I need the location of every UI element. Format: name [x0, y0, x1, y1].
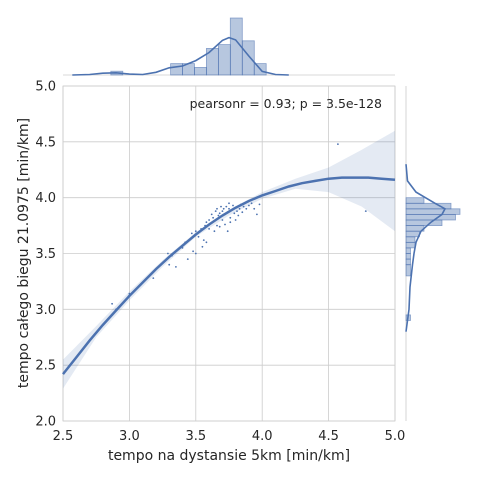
marginal-y-bar-9	[405, 230, 420, 238]
scatter-point-43	[236, 210, 238, 213]
scatter-point-48	[242, 205, 245, 208]
scatter-point-51	[248, 204, 250, 207]
marginal-x-bar-11	[194, 67, 207, 76]
scatter-point-30	[221, 219, 224, 221]
marginal-x-histogram	[110, 17, 267, 76]
marginal-y-bar-8	[405, 236, 416, 243]
marginal-y-bar-3	[405, 264, 411, 277]
scatter-point-45	[238, 207, 241, 210]
marginal-y-bar-4	[405, 258, 411, 266]
marginal-y-bar-7	[405, 241, 416, 249]
scatter-point-44	[237, 214, 240, 217]
scatter-panel: pearsonr = 0.93; p = 3.5e-128	[62, 85, 396, 422]
y-tick-labels: 2.0 2.5 3.0 3.5 4.0 4.5 5.0	[35, 80, 56, 430]
x-axis-label: tempo na dystansie 5km [min/km]	[108, 448, 350, 464]
scatter-point-6	[168, 263, 171, 266]
scatter-point-40	[232, 204, 234, 207]
x-tick-label-3: 4.0	[252, 429, 273, 444]
marginal-x-panel	[63, 17, 395, 76]
y-tick-label-3: 3.5	[35, 247, 56, 262]
scatter-point-15	[197, 235, 200, 238]
scatter-point-17	[201, 245, 204, 248]
scatter-point-27	[217, 214, 220, 217]
scatter-point-67	[364, 210, 367, 213]
scatter-point-14	[194, 230, 197, 233]
scatter-point-23	[212, 216, 215, 219]
scatter-point-65	[226, 230, 229, 233]
scatter-point-54	[256, 213, 258, 216]
scatter-point-66	[337, 143, 339, 146]
confidence-band	[63, 130, 395, 389]
scatter-point-56	[216, 224, 218, 227]
scatter-point-57	[218, 225, 221, 228]
scatter-point-50	[245, 207, 248, 210]
y-tick-label-1: 2.5	[35, 359, 56, 374]
scatter-point-29	[220, 205, 222, 208]
marginal-x-bar-15	[241, 40, 255, 76]
y-tick-label-2: 3.0	[35, 303, 56, 318]
marginal-y-bar-11	[405, 219, 443, 226]
marginal-x-kde	[72, 36, 289, 76]
scatter-point-58	[224, 223, 226, 226]
scatter-point-59	[208, 228, 211, 230]
scatter-point-55	[258, 203, 261, 206]
scatter-point-0	[111, 302, 113, 305]
scatter-point-24	[213, 230, 216, 233]
scatter-point-26	[216, 207, 218, 210]
y-axis-label: tempo całego biegu 21.0975 [min/km]	[16, 118, 32, 388]
scatter-point-38	[229, 216, 232, 219]
scatter-point-22	[210, 213, 213, 216]
y-tick-label-0: 2.0	[35, 415, 56, 430]
scatter-point-47	[241, 211, 244, 214]
scatter-point-28	[218, 212, 221, 215]
marginal-y-bar-13	[405, 208, 461, 215]
scatter-point-37	[228, 202, 230, 205]
scatter-point-62	[186, 258, 189, 260]
scatter-point-18	[202, 239, 205, 242]
y-tick-label-6: 5.0	[35, 80, 56, 95]
scatter-point-25	[214, 210, 217, 213]
x-tick-labels: 2.5 3.0 3.5 4.0 4.5 5.0	[53, 429, 406, 444]
x-tick-label-0: 2.5	[53, 429, 74, 444]
scatter-point-64	[234, 219, 237, 221]
marginal-y-kde	[405, 164, 447, 332]
scatter-point-60	[205, 241, 208, 244]
marginal-y-bar-14	[405, 202, 452, 210]
marginal-y-bar-15	[405, 197, 425, 204]
scatter-point-3	[152, 277, 155, 279]
marginal-y-bar-12	[405, 213, 456, 221]
x-tick-label-1: 3.0	[119, 429, 140, 444]
scatter-point-41	[233, 212, 236, 215]
scatter-point-5	[167, 252, 169, 255]
marginal-y-bar-5	[405, 253, 411, 260]
scatter-point-34	[225, 205, 228, 208]
x-tick-label-2: 3.5	[185, 429, 206, 444]
scatter-point-63	[229, 221, 232, 224]
scatter-point-31	[221, 210, 224, 213]
scatter-point-61	[194, 252, 197, 255]
marginal-y-panel	[405, 86, 461, 421]
scatter-point-12	[190, 232, 193, 235]
y-tick-label-5: 4.5	[35, 135, 56, 150]
marginal-x-bar-13	[217, 44, 231, 76]
marginal-y-histogram	[405, 197, 461, 321]
scatter-point-36	[228, 207, 230, 210]
regression-line	[62, 176, 396, 375]
y-tick-label-4: 4.0	[35, 191, 56, 206]
x-tick-label-5: 5.0	[385, 429, 406, 444]
pearson-annotation: pearsonr = 0.93; p = 3.5e-128	[190, 96, 382, 111]
scatter-point-53	[253, 207, 256, 210]
scatter-point-20	[205, 221, 208, 224]
scatter-point-13	[192, 250, 195, 253]
scatter-point-21	[208, 219, 211, 221]
scatter-point-52	[250, 202, 253, 205]
scatter-point-32	[222, 207, 225, 210]
marginal-y-bar-6	[405, 247, 411, 254]
x-tick-label-4: 4.5	[318, 429, 339, 444]
marginal-x-bar-9	[170, 63, 184, 76]
scatter-point-8	[175, 266, 177, 268]
